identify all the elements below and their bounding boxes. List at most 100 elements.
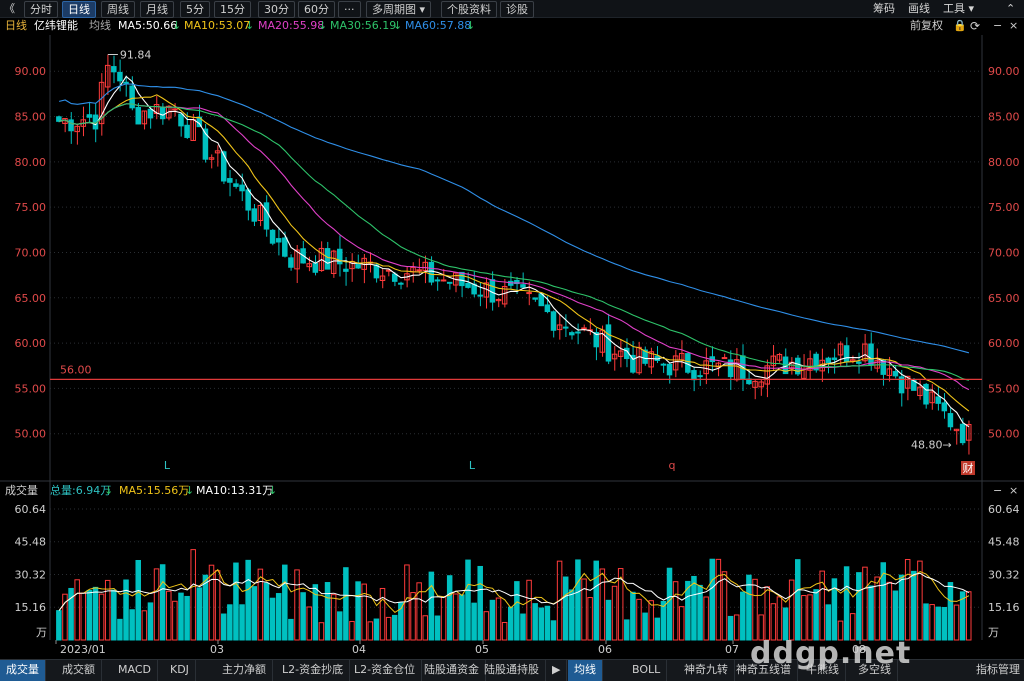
volume-bar[interactable]	[526, 579, 532, 641]
volume-bar[interactable]	[306, 606, 312, 641]
volume-bar[interactable]	[227, 604, 233, 641]
indicator-tab-3[interactable]: KDJ	[164, 660, 196, 681]
volume-bar[interactable]	[184, 595, 190, 641]
volume-bar[interactable]	[86, 589, 93, 641]
candle[interactable]	[239, 184, 245, 192]
volume-bar[interactable]	[575, 559, 581, 641]
volume-bar[interactable]	[599, 568, 606, 641]
volume-bar[interactable]	[904, 559, 911, 641]
indicator-tab-6[interactable]: L2-资金仓位	[348, 660, 423, 681]
volume-bar[interactable]	[898, 574, 905, 641]
overlay-tab-0[interactable]: 均线	[568, 660, 603, 681]
volume-bar[interactable]	[483, 611, 490, 641]
volume-bar[interactable]	[159, 564, 166, 641]
volume-bar[interactable]	[831, 578, 838, 641]
candle[interactable]	[501, 286, 508, 305]
candle[interactable]	[923, 383, 929, 405]
candle[interactable]	[856, 361, 862, 364]
candle[interactable]	[355, 262, 361, 269]
volume-bar[interactable]	[489, 599, 496, 641]
volume-bar[interactable]	[453, 593, 459, 641]
period-tab-5[interactable]: 15分	[214, 1, 251, 18]
volume-bar[interactable]	[636, 598, 642, 641]
candle[interactable]	[562, 326, 569, 329]
candle[interactable]	[556, 324, 563, 331]
volume-bar[interactable]	[587, 597, 593, 641]
candle[interactable]	[178, 113, 184, 127]
volume-bar[interactable]	[465, 559, 471, 641]
volume-bar[interactable]	[788, 579, 795, 641]
volume-bar[interactable]	[514, 581, 520, 641]
candle[interactable]	[269, 229, 276, 244]
volume-bar[interactable]	[459, 594, 465, 641]
candle[interactable]	[697, 375, 703, 378]
volume-bar[interactable]	[617, 568, 624, 641]
volume-bar[interactable]	[605, 599, 612, 641]
candle[interactable]	[227, 178, 233, 183]
volume-bar[interactable]	[141, 610, 148, 641]
candle[interactable]	[489, 279, 496, 303]
volume-bar[interactable]	[440, 596, 447, 641]
candle[interactable]	[184, 124, 190, 138]
volume-bar[interactable]	[324, 582, 331, 641]
collapse-icon[interactable]: ⌃	[1006, 2, 1016, 15]
candle[interactable]	[569, 332, 575, 336]
volume-bar[interactable]	[678, 606, 685, 641]
overlay-tab-3[interactable]: 神奇五线谱	[730, 660, 798, 681]
candle[interactable]	[123, 81, 129, 84]
candle[interactable]	[886, 368, 893, 376]
candle[interactable]	[593, 332, 599, 348]
candle[interactable]	[544, 304, 551, 313]
volume-bar[interactable]	[770, 603, 777, 641]
indicator-tab-5[interactable]: L2-资金抄底	[276, 660, 351, 681]
volume-bar[interactable]	[752, 578, 758, 641]
candle[interactable]	[245, 189, 251, 211]
volume-bar[interactable]	[795, 559, 801, 641]
candle[interactable]	[581, 327, 587, 330]
volume-bar[interactable]	[709, 558, 716, 641]
candle[interactable]	[947, 413, 954, 428]
candle[interactable]	[672, 355, 679, 371]
candle[interactable]	[880, 359, 887, 375]
candle[interactable]	[373, 264, 380, 279]
volume-bar[interactable]	[843, 566, 850, 641]
toolbar-right-0[interactable]: 筹码	[873, 2, 895, 15]
volume-bar[interactable]	[123, 579, 129, 641]
overlay-tab-2[interactable]: 神奇九转	[678, 660, 735, 681]
volume-bar[interactable]	[868, 585, 874, 641]
candle[interactable]	[416, 269, 422, 272]
volume-bar[interactable]	[178, 592, 184, 641]
period-tab-7[interactable]: 60分	[298, 1, 335, 18]
candle[interactable]	[391, 273, 398, 282]
candle[interactable]	[965, 424, 972, 441]
candle[interactable]	[294, 249, 300, 270]
candle[interactable]	[495, 298, 502, 302]
candle[interactable]	[776, 354, 783, 361]
candle[interactable]	[605, 324, 612, 362]
volume-bar[interactable]	[147, 602, 154, 641]
volume-bar[interactable]	[911, 570, 917, 641]
candle[interactable]	[727, 359, 734, 378]
candle[interactable]	[275, 238, 282, 243]
candle[interactable]	[159, 107, 166, 120]
volume-bar[interactable]	[959, 591, 966, 641]
candle[interactable]	[862, 343, 868, 362]
volume-bar[interactable]	[337, 611, 343, 641]
candle[interactable]	[837, 343, 844, 356]
period-tab-2[interactable]: 周线	[101, 1, 135, 18]
volume-bar[interactable]	[935, 606, 941, 641]
volume-bar[interactable]	[263, 582, 270, 641]
candle[interactable]	[691, 370, 697, 381]
candle[interactable]	[953, 428, 960, 432]
candle[interactable]	[868, 343, 874, 366]
volume-bar[interactable]	[819, 570, 825, 641]
period-tab-4[interactable]: 5分	[180, 1, 210, 18]
candle[interactable]	[56, 116, 62, 122]
volume-bar[interactable]	[660, 600, 667, 641]
candle[interactable]	[172, 108, 178, 111]
indicator-tab-8[interactable]: 陆股通持股	[478, 660, 546, 681]
volume-bar[interactable]	[385, 616, 392, 641]
volume-bar[interactable]	[917, 560, 923, 641]
volume-bar[interactable]	[208, 564, 215, 641]
candle[interactable]	[318, 247, 325, 272]
